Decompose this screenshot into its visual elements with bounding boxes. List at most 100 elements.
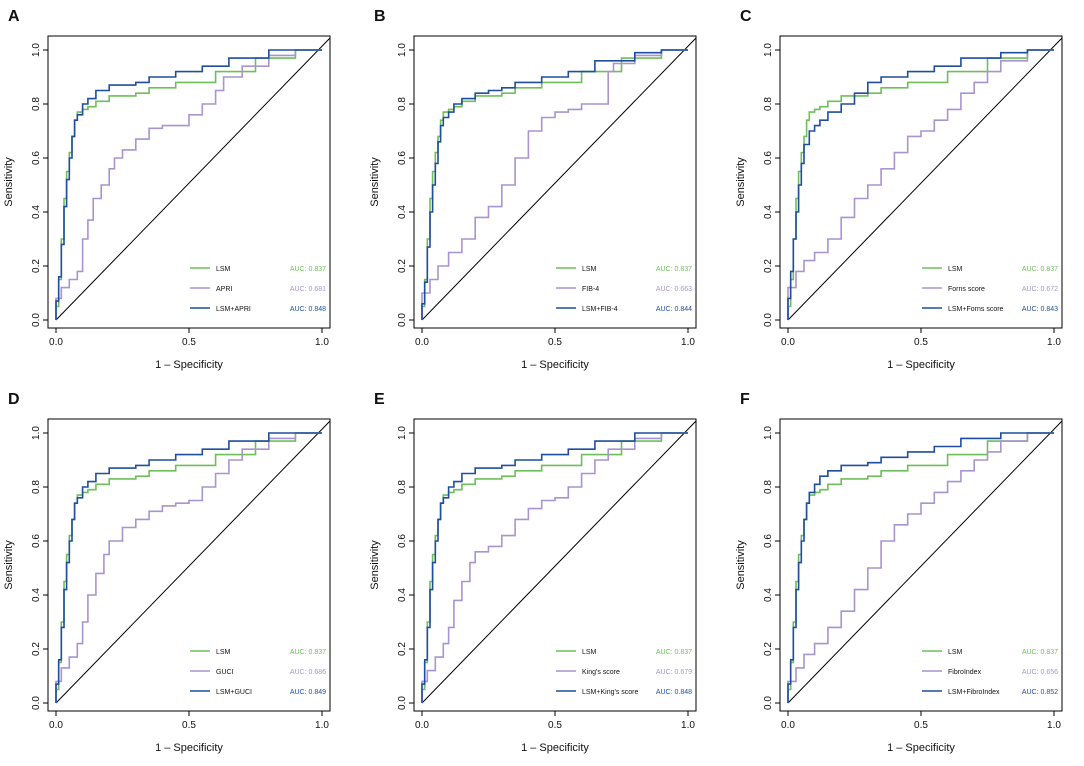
legend-auc: AUC: 0.686: [290, 669, 326, 676]
x-tick-label: 1.0: [315, 720, 329, 731]
legend-label: LSM+King's score: [582, 689, 638, 696]
y-tick-label: 0.0: [397, 696, 408, 710]
y-tick-label: 1.0: [31, 43, 42, 57]
x-tick-label: 1.0: [681, 337, 695, 348]
panel-letter: C: [740, 8, 752, 25]
y-tick-label: 0.0: [397, 313, 408, 327]
roc-curve-marker: [421, 432, 688, 703]
reference-diagonal: [787, 37, 1063, 321]
y-tick-label: 0.8: [397, 97, 408, 111]
x-tick-label: 1.0: [681, 720, 695, 731]
y-tick-label: 0.0: [763, 696, 774, 710]
x-tick-label: 0.5: [914, 337, 928, 348]
roc-curve-combined: [55, 49, 322, 320]
x-tick-label: 0.5: [548, 337, 562, 348]
x-tick-label: 0.5: [914, 720, 928, 731]
y-tick-label: 0.2: [763, 259, 774, 273]
reference-diagonal: [421, 37, 697, 321]
panel-letter: F: [740, 391, 750, 408]
y-tick-label: 0.4: [763, 588, 774, 602]
x-axis-label: 1 – Specificity: [521, 742, 589, 754]
legend-auc: AUC: 0.656: [1022, 669, 1058, 676]
legend-label: King's score: [582, 669, 620, 676]
panel-e: E 0.0 0.5 1.0 0.0 0.2 0.4 0.6 0.8 1.0 1 – Specifi…: [366, 383, 718, 766]
legend-label: LSM+APRI: [216, 306, 251, 313]
legend-auc: AUC: 0.843: [1022, 306, 1058, 313]
panel-f: F 0.0 0.5 1.0 0.0 0.2 0.4 0.6 0.8 1.0 1 – Specifi…: [732, 383, 1084, 766]
roc-curve-combined: [55, 432, 322, 703]
y-tick-label: 0.8: [397, 480, 408, 494]
x-axis-label: 1 – Specificity: [521, 359, 589, 371]
legend-auc: AUC: 0.837: [656, 649, 692, 656]
y-tick-label: 0.6: [397, 151, 408, 165]
legend-label: LSM+FIB-4: [582, 306, 618, 313]
y-tick-label: 0.0: [31, 313, 42, 327]
roc-curve-combined: [421, 49, 688, 320]
panel-letter: E: [374, 391, 385, 408]
legend-box: [580, 256, 694, 318]
legend-auc: AUC: 0.848: [656, 689, 692, 696]
y-tick-label: 0.6: [397, 534, 408, 548]
legend-auc: AUC: 0.837: [290, 649, 326, 656]
roc-curve-marker: [421, 49, 688, 320]
legend-box: [946, 639, 1060, 701]
roc-chart: 0.0 0.5 1.0 0.0 0.2 0.4 0.6 0.8 1.0 1 – Specifici…: [735, 35, 1063, 371]
legend-label: LSM+FibroIndex: [948, 689, 1000, 696]
y-tick-label: 1.0: [397, 43, 408, 57]
y-tick-label: 0.2: [763, 642, 774, 656]
x-axis-label: 1 – Specificity: [887, 359, 955, 371]
x-tick-label: 0.5: [182, 337, 196, 348]
y-tick-label: 1.0: [31, 426, 42, 440]
y-tick-label: 0.6: [31, 151, 42, 165]
y-tick-label: 0.6: [31, 534, 42, 548]
roc-chart: 0.0 0.5 1.0 0.0 0.2 0.4 0.6 0.8 1.0 1 – Specifici…: [3, 418, 331, 754]
roc-chart: 0.0 0.5 1.0 0.0 0.2 0.4 0.6 0.8 1.0 1 – Specifici…: [735, 418, 1063, 754]
legend-label: LSM+GUCI: [216, 689, 252, 696]
legend-label: FIB-4: [582, 286, 599, 293]
x-tick-label: 0.5: [548, 720, 562, 731]
legend-auc: AUC: 0.837: [1022, 266, 1058, 273]
y-tick-label: 0.4: [31, 205, 42, 219]
x-axis-label: 1 – Specificity: [155, 359, 223, 371]
legend-auc: AUC: 0.663: [656, 286, 692, 293]
roc-curve-marker: [787, 432, 1054, 703]
y-tick-label: 0.4: [397, 588, 408, 602]
legend-auc: AUC: 0.837: [290, 266, 326, 273]
legend-auc: AUC: 0.849: [290, 689, 326, 696]
legend-label: LSM: [948, 266, 963, 273]
legend-label: LSM: [582, 266, 597, 273]
roc-curve-marker: [55, 49, 322, 320]
legend-auc: AUC: 0.837: [656, 266, 692, 273]
y-tick-label: 0.6: [763, 534, 774, 548]
legend-label: LSM: [948, 649, 963, 656]
roc-curve-combined: [421, 432, 688, 703]
panel-letter: B: [374, 8, 386, 25]
legend-box: [214, 256, 328, 318]
roc-chart: 0.0 0.5 1.0 0.0 0.2 0.4 0.6 0.8 1.0 1 – Specifici…: [369, 35, 697, 371]
y-tick-label: 0.2: [31, 259, 42, 273]
legend-box: [214, 639, 328, 701]
y-tick-label: 0.2: [397, 259, 408, 273]
y-tick-label: 1.0: [763, 43, 774, 57]
y-tick-label: 0.4: [31, 588, 42, 602]
y-tick-label: 0.6: [763, 151, 774, 165]
panel-a: A 0.0 0.5 1.0 0.0 0.2 0.4 0.6 0.8 1.0 1 – Specifi…: [0, 0, 352, 383]
legend-auc: AUC: 0.837: [1022, 649, 1058, 656]
x-tick-label: 0.0: [781, 337, 795, 348]
reference-diagonal: [787, 420, 1063, 704]
roc-chart: 0.0 0.5 1.0 0.0 0.2 0.4 0.6 0.8 1.0 1 – Specifici…: [3, 35, 331, 371]
legend-label: Forns score: [948, 286, 985, 293]
y-axis-label: Sensitivity: [3, 157, 15, 207]
y-axis-label: Sensitivity: [369, 540, 381, 590]
x-tick-label: 0.5: [182, 720, 196, 731]
legend-label: FibroIndex: [948, 669, 982, 676]
roc-curve-marker: [787, 49, 1054, 320]
x-tick-label: 0.0: [49, 337, 63, 348]
panel-b: B 0.0 0.5 1.0 0.0 0.2 0.4 0.6 0.8 1.0 1 – Specifi…: [366, 0, 718, 383]
panel-c: C 0.0 0.5 1.0 0.0 0.2 0.4 0.6 0.8 1.0 1 – Specifi…: [732, 0, 1084, 383]
x-tick-label: 0.0: [415, 337, 429, 348]
roc-chart: 0.0 0.5 1.0 0.0 0.2 0.4 0.6 0.8 1.0 1 – Specifici…: [369, 418, 697, 754]
panel-d: D 0.0 0.5 1.0 0.0 0.2 0.4 0.6 0.8 1.0 1 – Specifi…: [0, 383, 352, 766]
reference-diagonal: [421, 420, 697, 704]
